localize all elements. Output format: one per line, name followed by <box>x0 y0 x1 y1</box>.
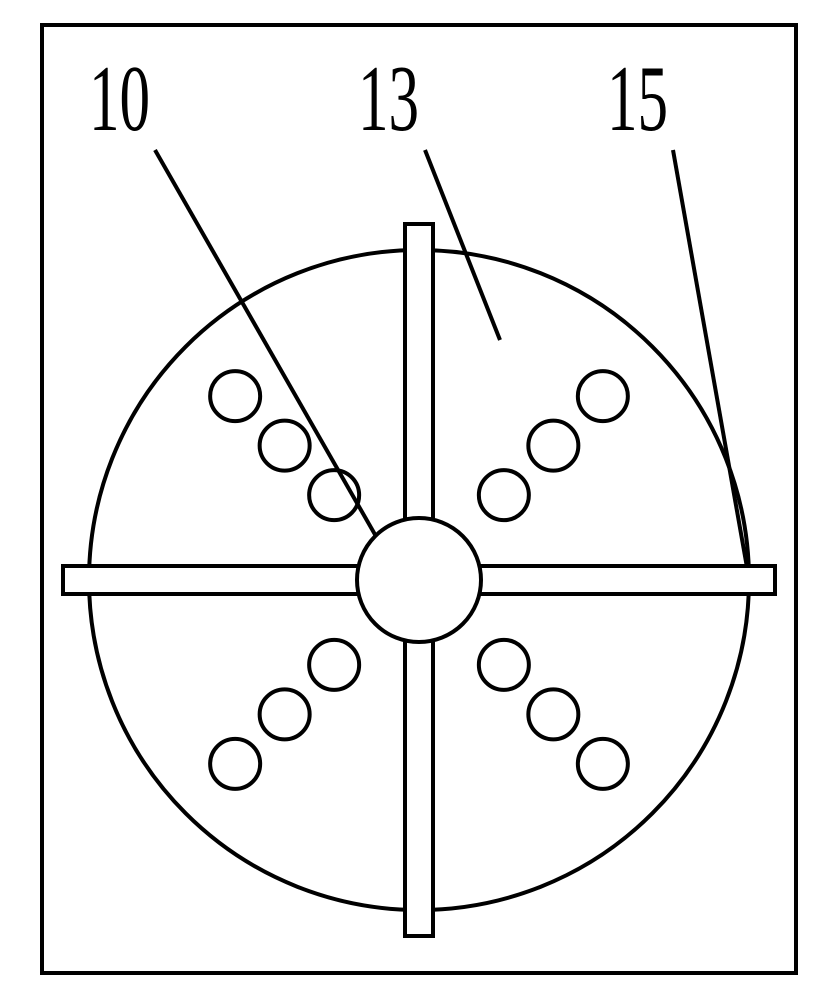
figure-stage: 10 13 15 <box>0 0 838 1000</box>
callout-label-13: 13 <box>358 45 419 153</box>
spoke-arm <box>405 224 433 520</box>
spoke <box>63 566 359 594</box>
spoke <box>405 640 433 936</box>
spoke-arm <box>479 566 775 594</box>
small-hole <box>528 421 578 471</box>
hub-circle <box>357 518 481 642</box>
leader-line-15 <box>673 150 748 573</box>
small-hole <box>578 739 628 789</box>
leader-line-13 <box>425 150 500 340</box>
leader-line-10 <box>155 150 397 573</box>
callout-label-10: 10 <box>89 45 150 153</box>
spoke <box>405 224 433 520</box>
small-hole <box>210 371 260 421</box>
spoke-arm <box>405 640 433 936</box>
small-hole <box>528 689 578 739</box>
callout-label-15: 15 <box>607 45 668 153</box>
spoke-arm <box>63 566 359 594</box>
small-hole <box>309 640 359 690</box>
small-hole <box>578 371 628 421</box>
spoke <box>479 566 775 594</box>
small-hole <box>479 470 529 520</box>
small-hole <box>479 640 529 690</box>
small-hole <box>260 689 310 739</box>
small-hole <box>260 421 310 471</box>
small-hole <box>210 739 260 789</box>
